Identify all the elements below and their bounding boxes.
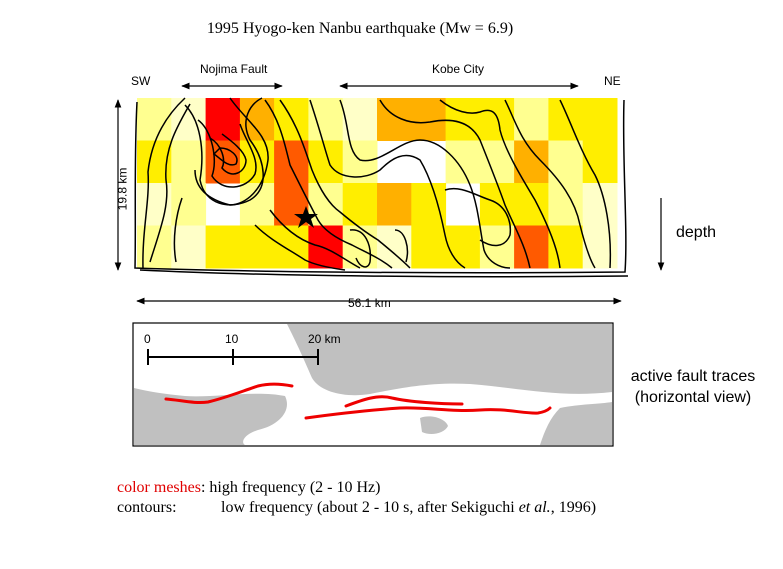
mesh-cell-r3-c3 (239, 225, 275, 269)
ne-label: NE (604, 74, 621, 88)
mesh-cell-r2-c6 (342, 183, 378, 226)
contour-17 (269, 209, 361, 269)
mesh-cell-r3-c11 (514, 225, 549, 269)
mesh-cell-r2-c8 (411, 183, 447, 226)
legend-color-desc: : high frequency (2 - 10 Hz) (200, 479, 381, 496)
legend-contour-key: contours: (117, 499, 177, 516)
mesh-cell-r3-c10 (479, 225, 515, 269)
fault-trace-kobe-north (344, 395, 464, 408)
kobe-city-label: Kobe City (432, 62, 485, 76)
contour-3 (149, 103, 191, 263)
contour-outer (134, 99, 627, 274)
mesh-cell-r1-c5 (308, 140, 344, 184)
mesh-cell-r0-c12 (548, 98, 584, 141)
contour-19 (444, 188, 512, 247)
mesh-cell-r3-c2 (205, 225, 241, 269)
land-north (287, 324, 612, 396)
hypocenter-star (294, 206, 318, 228)
mesh-cell-r1-c12 (548, 140, 584, 184)
contour-13 (379, 99, 531, 269)
contour-16 (559, 99, 612, 269)
land-southeast (540, 402, 612, 445)
fault-trace-kobe-south (304, 406, 552, 420)
mesh-cell-r1-c10 (479, 140, 515, 184)
contour-21 (394, 229, 409, 263)
mesh-cell-r1-c4 (274, 140, 309, 184)
contour-15 (504, 99, 596, 269)
mesh-cell-r3-c12 (548, 225, 584, 269)
contour-11 (309, 99, 466, 269)
legend-contour-desc-italic: et al. (518, 499, 551, 516)
legend-contour-desc: low frequency (about 2 - 10 s, after Sek… (221, 498, 596, 518)
mesh-cell-r3-c13 (582, 225, 618, 269)
contour-12 (339, 99, 511, 269)
mesh-cell-r0-c9 (445, 98, 481, 141)
slip-color-mesh (137, 98, 618, 269)
horizontal-view-label: (horizontal view) (634, 389, 752, 406)
figure-title: 1995 Hyogo-ken Nanbu earthquake (Mw = 6.… (206, 20, 514, 37)
land-island (420, 416, 448, 434)
mesh-cell-r2-c13 (582, 183, 618, 226)
legend: color meshes: high frequency (2 - 10 Hz)… (117, 478, 596, 518)
legend-color-key: color meshes (117, 479, 201, 496)
mesh-cell-r1-c11 (514, 140, 549, 184)
mesh-cell-r3-c1 (171, 225, 207, 269)
scale-label-20: 20 km (308, 332, 341, 346)
contour-10 (279, 99, 411, 269)
sw-label: SW (131, 74, 151, 88)
contour-14 (439, 99, 561, 269)
contour-6 (209, 133, 247, 175)
scale-label-10: 10 (225, 332, 239, 346)
mesh-cell-r3-c8 (411, 225, 447, 269)
legend-row-color: color meshes: high frequency (2 - 10 Hz) (117, 478, 596, 498)
scale-label-0: 0 (144, 332, 151, 346)
fault-trace-map: 0 10 20 km (132, 322, 614, 447)
slip-contours (134, 97, 629, 278)
contour-5 (197, 119, 257, 188)
contour-20 (349, 229, 372, 268)
mesh-cell-r2-c7 (377, 183, 412, 226)
mesh-cell-r3-c5 (308, 225, 344, 269)
mesh-cell-r0-c8 (411, 98, 447, 141)
mesh-cell-r3-c9 (445, 225, 481, 269)
mesh-cell-r0-c11 (514, 98, 549, 141)
mesh-cell-r2-c3 (239, 183, 275, 226)
contour-8 (194, 97, 269, 206)
depth-label: depth (676, 224, 717, 241)
mesh-cell-r0-c13 (582, 98, 618, 141)
legend-contour-desc-after: , 1996) (550, 499, 597, 516)
contour-22 (173, 197, 183, 263)
legend-row-contour: contours: low frequency (about 2 - 10 s,… (117, 498, 596, 518)
mesh-cell-r2-c5 (308, 183, 344, 226)
mesh-cell-r2-c11 (514, 183, 549, 226)
mesh-cell-r0-c1 (171, 98, 207, 141)
nojima-fault-label: Nojima Fault (200, 62, 268, 76)
mesh-cell-r1-c9 (445, 140, 481, 184)
contour-4 (184, 97, 264, 206)
legend-contour-desc-before: low frequency (about 2 - 10 s, after Sek… (221, 499, 519, 516)
fault-trace-nojima (164, 382, 294, 405)
contour-9 (264, 99, 393, 269)
contour-7 (212, 147, 238, 166)
mesh-cell-r0-c5 (308, 98, 344, 141)
contour-23 (139, 269, 629, 278)
mesh-cell-r1-c3 (239, 140, 275, 184)
contour-2 (142, 97, 186, 269)
fault-traces-caption: active fault traces (horizontal view) (600, 366, 783, 408)
active-fault-traces-label: active fault traces (630, 368, 756, 385)
contour-18 (254, 224, 346, 271)
land-southwest (134, 388, 287, 445)
